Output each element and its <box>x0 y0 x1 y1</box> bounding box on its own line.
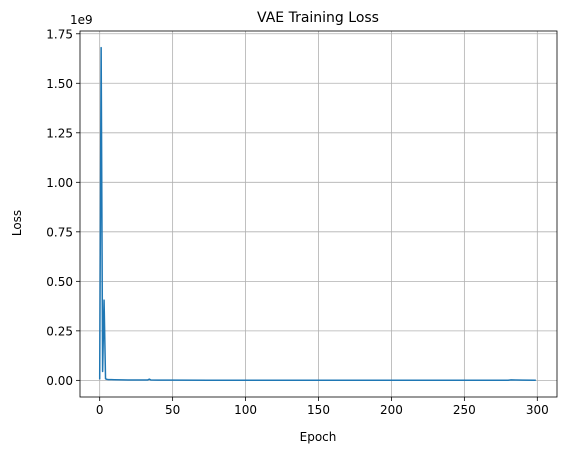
y-tick-label: 1.25 <box>46 126 73 140</box>
x-tick-label: 200 <box>380 403 403 417</box>
x-tick-label: 100 <box>234 403 257 417</box>
loss-series-line <box>98 46 536 382</box>
y-tick-label: 0.75 <box>46 225 73 239</box>
y-axis-ticks: 0.00 0.25 0.50 0.75 1.00 1.25 1.50 1.75 <box>46 27 80 388</box>
y-tick-label: 0.00 <box>46 374 73 388</box>
y-tick-label: 0.25 <box>46 324 73 338</box>
y-axis-offset-label: 1e9 <box>70 13 93 27</box>
x-tick-label: 50 <box>165 403 180 417</box>
x-tick-label: 150 <box>307 403 330 417</box>
x-axis-label: Epoch <box>300 430 337 444</box>
x-tick-label: 0 <box>96 403 104 417</box>
y-axis-label: Loss <box>10 210 24 236</box>
y-tick-label: 1.00 <box>46 176 73 190</box>
y-tick-label: 1.75 <box>46 27 73 41</box>
series-layer <box>98 46 536 382</box>
x-axis-ticks: 0 50 100 150 200 250 300 <box>96 397 549 417</box>
x-tick-label: 250 <box>453 403 476 417</box>
grid <box>80 31 557 397</box>
y-tick-label: 1.50 <box>46 77 73 91</box>
y-tick-label: 0.50 <box>46 275 73 289</box>
chart-title: VAE Training Loss <box>257 10 379 26</box>
x-tick-label: 300 <box>526 403 549 417</box>
